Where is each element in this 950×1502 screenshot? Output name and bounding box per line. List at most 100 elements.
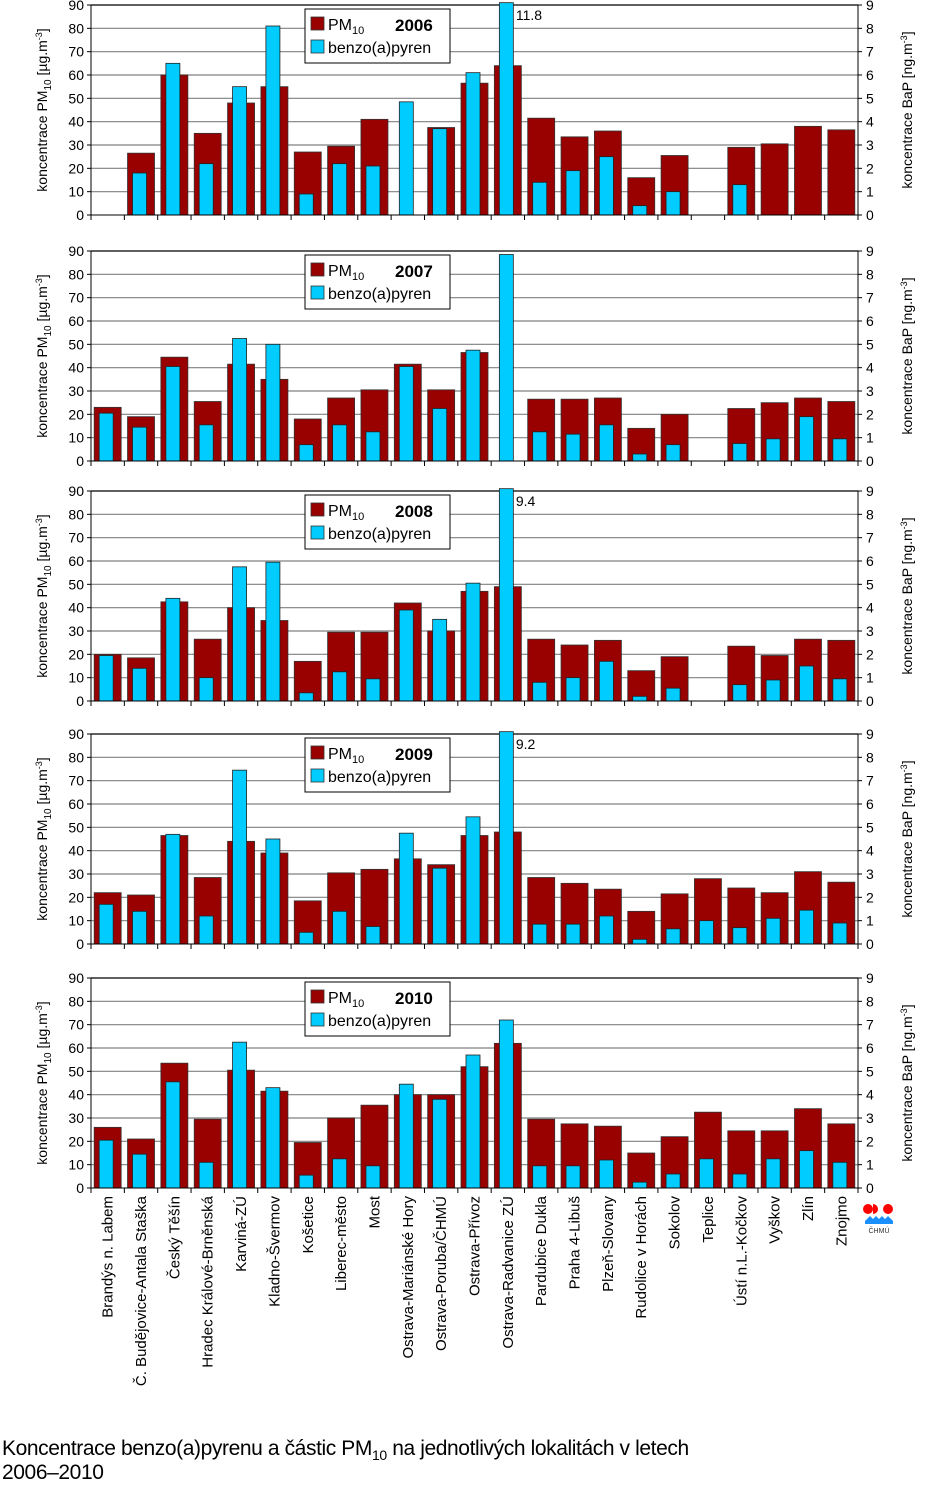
bap-bar: [98, 903, 114, 945]
bap-bar: [165, 62, 181, 216]
right-tick-label: 0: [866, 207, 874, 223]
right-tick-label: 4: [866, 360, 874, 376]
bap-bar: [665, 444, 681, 462]
bap-bar: [198, 424, 214, 462]
bap-bar: [465, 816, 481, 945]
right-tick-label: 7: [866, 773, 874, 789]
bap-bar: [165, 833, 181, 945]
bap-bar: [232, 566, 247, 702]
x-category-label: Zlín: [800, 1196, 817, 1221]
bap-bar: [598, 915, 614, 945]
right-tick-label: 8: [866, 749, 874, 765]
bap-bar: [732, 927, 748, 945]
bap-bar: [532, 431, 548, 462]
bap-bar: [565, 433, 581, 462]
left-tick-label: 90: [68, 726, 84, 742]
bap-bar: [598, 424, 614, 462]
right-axis-title: koncentrace BaP [ng.m-3]: [899, 1004, 915, 1161]
legend: PM10 2008 benzo(a)pyren: [304, 494, 451, 550]
bap-bar: [165, 1081, 181, 1189]
right-tick-label: 8: [866, 506, 874, 522]
bap-bar: [98, 412, 114, 462]
bap-bar: [565, 170, 581, 216]
legend: PM10 2009 benzo(a)pyren: [304, 737, 451, 793]
bap-bar: [232, 1041, 247, 1189]
bap-bar: [532, 923, 548, 945]
x-category-label: Kladno-Švermov: [266, 1196, 283, 1307]
bap-bar: [699, 920, 714, 945]
left-tick-label: 0: [76, 207, 84, 223]
legend-swatch-bap: [310, 285, 325, 300]
legend: PM10 2007 benzo(a)pyren: [304, 254, 451, 310]
left-tick-label: 40: [68, 114, 84, 130]
left-axis-title: koncentrace PM10 [µg.m-3]: [34, 1001, 54, 1164]
caption-text-b: na jednotlivých lokalitách v letech: [386, 1437, 689, 1460]
bap-bar: [665, 191, 681, 216]
left-tick-label: 60: [68, 553, 84, 569]
bap-bar: [732, 684, 748, 702]
pm10-bar: [360, 389, 389, 462]
right-tick-label: 2: [866, 889, 874, 905]
right-tick-label: 5: [866, 336, 874, 352]
bap-bar: [665, 928, 681, 945]
right-tick-label: 1: [866, 670, 874, 686]
bap-bar: [799, 665, 814, 702]
x-category-label: Český Těšín: [166, 1196, 183, 1279]
left-tick-label: 70: [68, 530, 84, 546]
bap-bar: [532, 181, 548, 216]
bap-bar: [432, 408, 448, 462]
bap-bar: [98, 1139, 114, 1189]
bap-bar: [632, 1181, 648, 1189]
left-tick-label: 60: [68, 796, 84, 812]
legend-box: [304, 981, 451, 1037]
left-tick-label: 10: [68, 1157, 84, 1173]
left-tick-label: 60: [68, 1040, 84, 1056]
bap-bar: [665, 687, 681, 702]
bap-bar: [298, 193, 314, 216]
bap-bar: [498, 731, 514, 945]
right-tick-label: 3: [866, 866, 874, 882]
right-tick-label: 4: [866, 600, 874, 616]
bap-bar: [532, 1165, 548, 1189]
bap-bar: [365, 678, 381, 702]
right-tick-label: 4: [866, 114, 874, 130]
bap-bar: [732, 1173, 748, 1189]
pm10-bar: [627, 910, 656, 945]
right-tick-label: 8: [866, 266, 874, 282]
right-tick-label: 4: [866, 843, 874, 859]
legend-label-bap: benzo(a)pyren: [328, 526, 431, 543]
x-category-label: Brandýs n. Labem: [100, 1196, 117, 1318]
bap-bar: [265, 838, 281, 945]
right-tick-label: 0: [866, 1180, 874, 1196]
bap-bar: [465, 582, 481, 702]
right-tick-label: 5: [866, 819, 874, 835]
bap-bar: [832, 438, 848, 462]
left-tick-label: 0: [76, 693, 84, 709]
bap-bar: [265, 561, 281, 702]
bap-bar: [432, 618, 448, 702]
x-category-label: Sokolov: [667, 1196, 684, 1250]
left-tick-label: 60: [68, 67, 84, 83]
right-tick-label: 0: [866, 453, 874, 469]
right-tick-label: 9: [866, 726, 874, 742]
legend-year: 2007: [395, 262, 433, 281]
bap-bar: [232, 86, 247, 216]
right-tick-label: 6: [866, 796, 874, 812]
right-tick-label: 6: [866, 313, 874, 329]
right-tick-label: 5: [866, 1063, 874, 1079]
bap-bar: [365, 165, 381, 216]
bap-bar: [498, 2, 514, 216]
right-tick-label: 5: [866, 576, 874, 592]
left-tick-label: 10: [68, 913, 84, 929]
left-axis-title: koncentrace PM10 [µg.m-3]: [34, 514, 54, 677]
x-category-label: Košetice: [300, 1196, 317, 1254]
left-tick-label: 30: [68, 623, 84, 639]
x-category-label: Ústí n.L.-Kočkov: [733, 1196, 750, 1307]
bar-value-label: 11.8: [516, 7, 542, 23]
pm10-bar: [760, 143, 789, 216]
legend-label-pm10: PM10: [328, 990, 364, 1010]
left-tick-label: 10: [68, 670, 84, 686]
left-tick-label: 20: [68, 160, 84, 176]
bap-bar: [265, 343, 281, 462]
x-category-label: Ostrava-Přívoz: [467, 1196, 484, 1296]
